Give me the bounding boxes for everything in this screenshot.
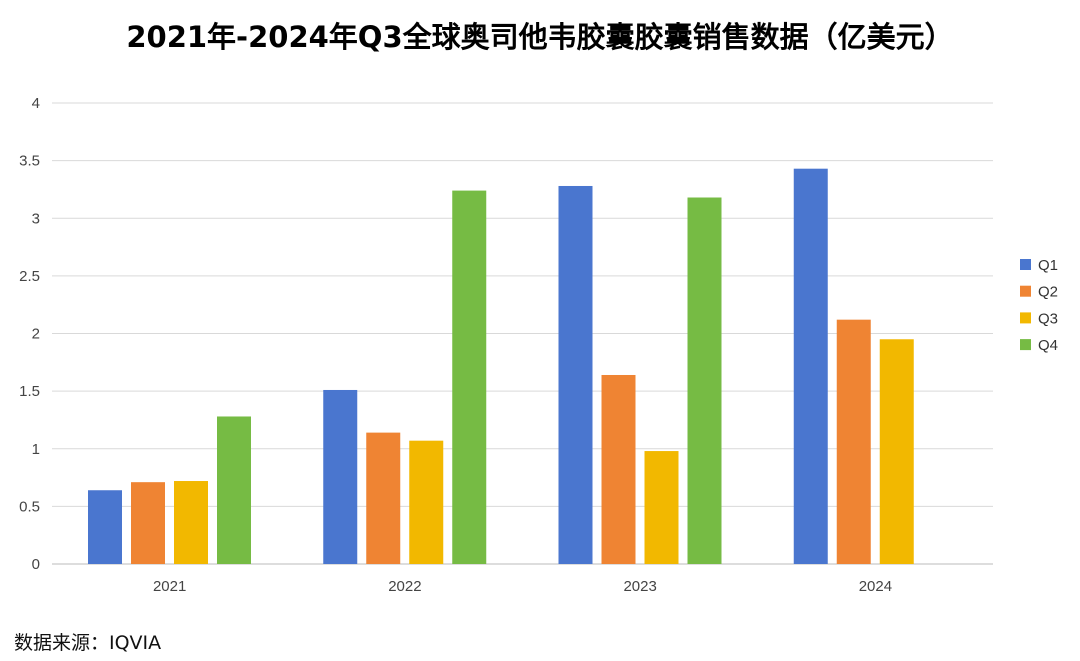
legend-label: Q4 <box>1038 337 1058 354</box>
y-tick-label: 4 <box>32 95 40 112</box>
bar-2021-Q4 <box>217 416 251 564</box>
x-tick-label: 2023 <box>623 578 656 595</box>
y-tick-label: 1.5 <box>19 383 40 400</box>
y-tick-label: 3 <box>32 210 40 227</box>
legend-label: Q3 <box>1038 310 1058 327</box>
y-tick-label: 2 <box>32 326 40 343</box>
bar-2024-Q1 <box>793 168 828 564</box>
bar-2023-Q2 <box>601 374 636 564</box>
bar-2023-Q3 <box>644 451 679 564</box>
legend-label: Q2 <box>1038 284 1058 301</box>
bar-2024-Q2 <box>836 319 871 564</box>
chart-title: 2021年-2024年Q3全球奥司他韦胶囊胶囊销售数据（亿美元） <box>126 20 954 54</box>
bar-2023-Q1 <box>558 185 593 565</box>
bar-2022-Q1 <box>323 389 358 564</box>
bar-2023-Q4 <box>687 197 722 564</box>
legend-swatch-Q4 <box>1020 339 1031 351</box>
y-tick-label: 0 <box>32 556 40 573</box>
data-source: 数据来源：IQVIA <box>14 632 162 654</box>
legend-label: Q1 <box>1038 257 1058 274</box>
legend-swatch-Q1 <box>1020 259 1031 270</box>
bar-2022-Q2 <box>366 432 401 564</box>
y-tick-label: 1 <box>32 441 40 458</box>
x-tick-label: 2021 <box>153 578 186 595</box>
bar-2021-Q3 <box>174 481 208 564</box>
legend-swatch-Q2 <box>1020 285 1031 297</box>
y-tick-label: 2.5 <box>19 268 40 285</box>
bar-2024-Q3 <box>879 339 914 564</box>
bar-2022-Q4 <box>452 190 487 564</box>
bar-2021-Q2 <box>131 482 165 564</box>
y-tick-label: 3.5 <box>19 153 40 170</box>
x-tick-label: 2022 <box>388 578 421 595</box>
x-tick-label: 2024 <box>859 578 892 595</box>
bar-2021-Q1 <box>88 490 122 564</box>
bar-2022-Q3 <box>409 440 444 564</box>
legend-swatch-Q3 <box>1020 312 1031 324</box>
y-tick-label: 0.5 <box>19 498 40 515</box>
